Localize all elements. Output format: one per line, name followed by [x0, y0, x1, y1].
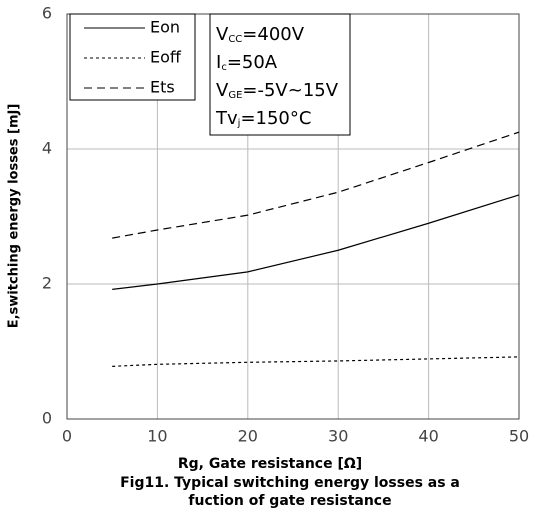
- condition-rest: =400V: [242, 24, 304, 45]
- condition-sub: j: [237, 118, 241, 129]
- legend-label: Ets: [150, 78, 175, 97]
- x-tick-label: 30: [328, 427, 348, 446]
- x-tick-label: 40: [418, 427, 438, 446]
- caption: Fig11. Typical switching energy losses a…: [120, 475, 460, 491]
- condition-sub: c: [221, 62, 227, 73]
- line-series: [112, 131, 520, 239]
- y-axis-label: E,switching energy losses [mJ]: [7, 104, 22, 329]
- condition-rest: =-5V~15V: [242, 80, 338, 101]
- y-tick-label: 0: [42, 409, 52, 428]
- x-axis-label: Rg, Gate resistance [Ω]: [178, 456, 362, 472]
- condition-main: I: [216, 52, 221, 73]
- x-tick-label: 10: [147, 427, 167, 446]
- condition-main: Tv: [215, 108, 238, 129]
- condition: Tvj=150°C: [215, 108, 311, 129]
- condition: VGE=-5V~15V: [216, 80, 339, 101]
- line-series: [112, 356, 520, 367]
- condition-rest: =150°C: [240, 108, 311, 129]
- condition: Ic=50A: [216, 52, 278, 73]
- condition-rest: =50A: [227, 52, 278, 73]
- condition-sub: CC: [228, 34, 242, 45]
- line-series: [112, 194, 520, 290]
- legend-label: Eon: [150, 18, 180, 37]
- condition-main: V: [216, 24, 229, 45]
- conditions-box: [209, 13, 351, 136]
- y-tick-label: 2: [42, 274, 52, 293]
- y-tick-label: 4: [42, 139, 52, 158]
- condition-sub: GE: [228, 90, 242, 101]
- legend-label: Eoff: [150, 48, 182, 67]
- y-tick-label: 6: [42, 4, 52, 23]
- x-tick-label: 50: [509, 427, 529, 446]
- x-tick-label: 0: [62, 427, 72, 446]
- condition: VCC=400V: [216, 24, 305, 45]
- x-tick-label: 20: [238, 427, 258, 446]
- caption: fuction of gate resistance: [188, 493, 391, 509]
- condition-main: V: [216, 80, 229, 101]
